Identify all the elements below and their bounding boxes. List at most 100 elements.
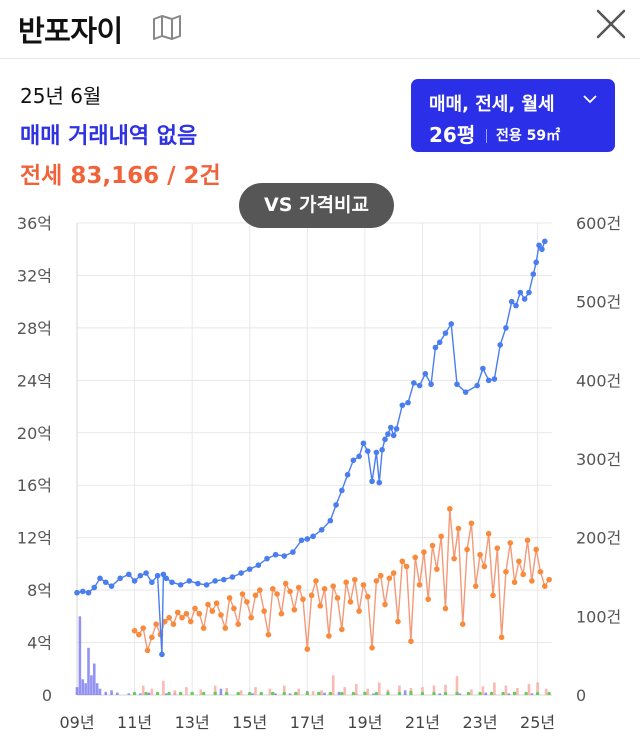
sale-volume-bar: [507, 693, 511, 695]
left-tick-label: 32억: [17, 266, 52, 285]
rent-price-point: [187, 618, 194, 625]
rent-price-point: [261, 608, 267, 614]
x-tick-label: 25년: [520, 713, 555, 732]
monthly-volume-dot: [536, 691, 540, 696]
filter-dropdown-button[interactable]: 매매, 전세, 월세 26평 전용 59㎡: [411, 79, 615, 152]
rent-price-point: [507, 540, 514, 546]
volume-bars: [75, 616, 551, 696]
filter-types: 매매, 전세, 월세: [429, 94, 555, 115]
sale-price-point: [264, 555, 270, 562]
monthly-volume-dot: [259, 691, 263, 696]
sale-volume-bar: [458, 693, 462, 695]
sale-price-point: [97, 575, 103, 582]
rent-volume-bar: [421, 687, 424, 695]
sale-price-point: [356, 453, 362, 460]
sale-price-point: [393, 426, 400, 432]
right-axis-ticks: 0 100건 200건 300건 400건 500건 600건: [576, 214, 621, 705]
close-icon[interactable]: [594, 7, 628, 41]
rent-price-point: [451, 555, 457, 562]
rent-price-point: [321, 586, 328, 592]
monthly-volume-dot: [443, 691, 448, 696]
rent-price-point: [438, 533, 444, 540]
rent-price-point: [205, 601, 211, 608]
sale-price-point: [79, 588, 86, 595]
sale-price-point: [160, 571, 167, 578]
sale-price-point: [304, 536, 311, 542]
rent-price-point: [162, 618, 168, 625]
monthly-volume-dot: [305, 691, 309, 696]
rent-price-point: [287, 588, 293, 595]
sale-volume-bar: [90, 675, 93, 695]
rent-price-point: [313, 578, 319, 584]
sale-volume-bar: [337, 691, 341, 695]
rent-price-point: [347, 599, 354, 605]
monthly-volume-dot: [271, 691, 275, 696]
right-tick-label: 0: [576, 686, 586, 705]
rent-price-point: [200, 625, 207, 631]
rent-volume-bar: [398, 685, 401, 695]
sale-volume-bar: [78, 616, 82, 695]
left-tick-label: 28억: [17, 319, 52, 338]
rent-price-point: [183, 610, 190, 617]
rent-price-point: [416, 582, 423, 588]
rent-price-point: [140, 625, 147, 631]
page-title: 반포자이: [18, 14, 123, 48]
rent-price-point: [468, 520, 475, 527]
rent-price-point: [149, 634, 155, 641]
rent-price-point: [442, 605, 449, 612]
sale-price-point: [126, 571, 132, 578]
sale-price-point: [536, 242, 542, 249]
monthly-volume-dot: [547, 691, 551, 696]
rent-volume-bar: [254, 687, 257, 695]
monthly-volume-dot: [202, 691, 206, 696]
monthly-volume-dot: [420, 691, 425, 696]
rent-summary: 전세 83,166 / 2건: [20, 163, 221, 189]
sale-price-point: [310, 533, 316, 540]
sale-volume-bar: [104, 691, 108, 695]
x-tick-label: 23년: [462, 713, 497, 732]
sale-price-point: [491, 376, 498, 382]
rent-price-point: [403, 563, 410, 570]
rent-volume-bar: [162, 680, 165, 695]
rent-volume-bar: [297, 688, 300, 695]
monthly-volume-dot: [294, 691, 298, 696]
rent-price-point: [395, 618, 401, 625]
sale-price-point: [137, 572, 144, 579]
sale-price-point: [117, 575, 123, 582]
rent-price-point: [166, 614, 172, 621]
sale-price-point: [344, 471, 351, 478]
rent-price-point: [481, 563, 488, 570]
sale-price-point: [485, 377, 492, 384]
rent-price-point: [231, 605, 237, 612]
rent-price-point: [343, 579, 349, 586]
monthly-volume-dot: [317, 691, 321, 696]
rent-price-point: [131, 627, 138, 634]
left-tick-label: 20억: [17, 424, 52, 443]
rent-volume-bar: [432, 685, 436, 695]
monthly-volume-dot: [501, 691, 505, 696]
map-icon[interactable]: [152, 14, 182, 40]
rent-price-point: [174, 609, 181, 616]
rent-price-point: [326, 633, 332, 639]
rent-price-point: [265, 631, 272, 638]
rent-price-point: [485, 530, 492, 537]
rent-price-point: [308, 592, 315, 599]
rent-price-point: [369, 645, 375, 651]
vs-compare-button[interactable]: VS 가격비교: [239, 183, 394, 228]
rent-volume-bar: [150, 688, 154, 695]
sale-price-point: [428, 381, 434, 388]
sale-volume-bar: [438, 693, 442, 695]
rent-price-point: [218, 612, 224, 618]
sale-price-point: [108, 583, 115, 589]
rent-volume-bar: [239, 690, 243, 695]
sale-price-point: [163, 575, 170, 582]
rent-price-point: [192, 605, 198, 612]
rent-price-point: [382, 601, 388, 608]
rent-price-point: [429, 542, 436, 549]
rent-volume-bar: [282, 685, 286, 695]
sale-price-point: [373, 449, 380, 456]
left-tick-label: 24억: [17, 371, 52, 390]
x-tick-label: 15년: [232, 713, 267, 732]
right-tick-label: 600건: [576, 214, 621, 233]
right-tick-label: 100건: [576, 607, 621, 626]
